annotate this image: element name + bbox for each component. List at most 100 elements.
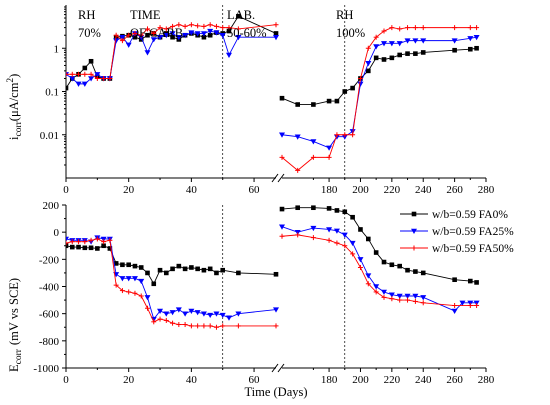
legend-label: w/b=0.59 FA25% <box>432 226 514 238</box>
data-point <box>194 310 201 316</box>
svg-text:50-60%: 50-60% <box>227 26 267 40</box>
data-point <box>273 323 279 329</box>
data-point <box>350 132 356 138</box>
data-point <box>388 292 395 298</box>
data-point <box>342 89 348 94</box>
data-point <box>126 32 132 38</box>
y-tick-label: 0.1 <box>45 87 59 99</box>
data-point <box>451 308 458 314</box>
data-point <box>381 57 387 62</box>
icorr-x-ticks: 0 20 40 60 180 200 220 240 260 280 <box>63 178 495 196</box>
period-annotation-carbonation: TIME OF CARB. <box>130 8 186 40</box>
data-point <box>381 294 387 300</box>
data-point <box>188 308 195 314</box>
data-point <box>175 35 182 41</box>
data-point <box>420 50 426 55</box>
data-point <box>420 25 426 31</box>
data-point <box>350 85 355 91</box>
data-point <box>235 323 241 329</box>
data-point <box>125 42 132 48</box>
data-point <box>413 269 418 274</box>
data-point <box>201 323 207 329</box>
data-point <box>88 237 94 243</box>
data-point <box>474 280 479 285</box>
data-point <box>412 293 419 300</box>
data-point <box>373 55 379 61</box>
data-point <box>213 30 220 36</box>
data-point <box>357 81 364 87</box>
data-point <box>467 36 474 42</box>
data-point <box>169 310 176 316</box>
x-tick-label: 20 <box>123 184 135 196</box>
data-point <box>366 68 371 74</box>
data-point <box>170 320 176 326</box>
data-point <box>373 284 380 290</box>
data-point <box>194 31 201 37</box>
x-tick-label: 220 <box>384 374 401 386</box>
data-point <box>151 30 157 36</box>
legend-label: w/b=0.59 FA50% <box>432 243 514 255</box>
data-point <box>113 32 119 38</box>
data-point <box>405 51 410 56</box>
ecorr-panel: -1000 -800 -600 -400 -200 0 200 0 20 40 60 180 200 2… <box>7 200 514 399</box>
data-point <box>219 33 226 39</box>
data-point <box>138 293 144 299</box>
x-tick-label: 40 <box>186 374 198 386</box>
x-tick-label: 180 <box>321 184 338 196</box>
data-point <box>151 319 157 325</box>
data-point <box>66 71 69 77</box>
icorr-axis-break <box>271 173 285 183</box>
data-point <box>404 293 411 300</box>
series-line <box>281 47 477 105</box>
data-point <box>311 205 316 211</box>
data-point <box>88 71 94 77</box>
data-point <box>365 281 371 287</box>
data-point <box>182 322 188 328</box>
data-point <box>188 323 194 329</box>
data-point <box>311 102 316 107</box>
data-point <box>176 22 182 28</box>
ecorr-series <box>66 205 480 330</box>
data-point <box>207 312 214 319</box>
data-point <box>113 38 120 44</box>
series-line <box>281 27 477 171</box>
data-point <box>66 240 69 246</box>
data-point <box>213 311 220 317</box>
ecorr-x-ticks: 0 20 40 60 180 200 220 240 260 280 <box>63 368 495 386</box>
data-point <box>373 44 380 50</box>
data-point <box>342 209 348 215</box>
data-point <box>101 243 106 249</box>
ecorr-y-ticks: -1000 -800 -600 -400 -200 0 200 <box>33 200 66 375</box>
data-point <box>452 47 457 53</box>
data-point <box>350 214 355 220</box>
y-tick-label: -400 <box>39 282 60 294</box>
data-point <box>188 30 195 36</box>
data-point <box>138 278 145 285</box>
data-point <box>176 263 182 269</box>
data-point <box>76 244 81 250</box>
data-point <box>381 259 387 265</box>
data-point <box>82 239 88 245</box>
data-point <box>468 278 473 284</box>
data-point <box>157 308 164 314</box>
data-point <box>119 276 126 282</box>
data-point <box>389 296 395 302</box>
data-point <box>295 232 301 238</box>
data-point <box>132 290 138 296</box>
data-point <box>169 31 176 37</box>
data-point <box>144 305 150 311</box>
data-point <box>157 35 164 41</box>
data-point <box>405 25 411 31</box>
data-point <box>357 264 363 270</box>
data-point <box>76 239 82 245</box>
data-point <box>188 22 194 28</box>
data-point <box>131 276 138 282</box>
data-point <box>66 236 69 242</box>
series-line <box>66 238 276 328</box>
data-point <box>396 41 403 47</box>
data-point <box>88 58 94 64</box>
data-point <box>69 244 75 250</box>
series <box>66 22 480 173</box>
data-point <box>273 31 279 36</box>
data-point <box>207 266 213 272</box>
